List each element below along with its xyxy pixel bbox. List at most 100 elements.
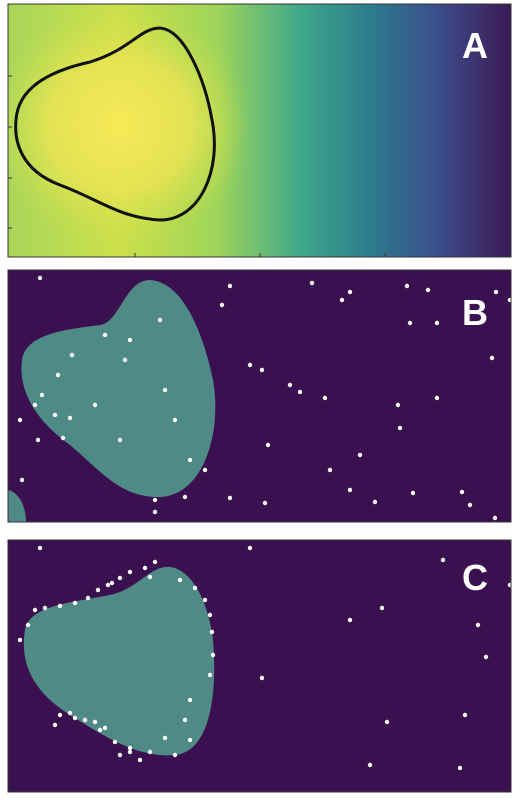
panel-c-label: C (462, 557, 488, 598)
point (397, 425, 403, 431)
point (322, 395, 328, 401)
point (52, 722, 58, 728)
point (192, 585, 198, 591)
point (297, 389, 303, 395)
point (187, 697, 193, 703)
panel-a: A (7, 3, 512, 258)
point (247, 545, 253, 551)
point (367, 762, 373, 768)
point (202, 597, 208, 603)
point (102, 725, 108, 731)
point (210, 652, 216, 658)
panel-a-label: A (462, 25, 488, 66)
point (475, 622, 481, 628)
point (457, 765, 463, 771)
point (127, 749, 133, 755)
point (395, 402, 401, 408)
point (467, 502, 473, 508)
point (347, 289, 353, 295)
point (357, 452, 363, 458)
point (434, 395, 440, 401)
point (459, 489, 465, 495)
point (492, 515, 498, 521)
point (105, 582, 111, 588)
point (32, 607, 38, 613)
panel-c-points (17, 545, 511, 771)
point (117, 575, 123, 581)
point (287, 382, 293, 388)
point (32, 402, 38, 408)
point (207, 612, 213, 618)
point (259, 367, 265, 373)
point (384, 719, 390, 725)
point (69, 352, 75, 358)
point (172, 752, 178, 758)
point (117, 437, 123, 443)
point (42, 605, 48, 611)
point (339, 297, 345, 303)
point (157, 317, 163, 323)
point (152, 497, 158, 503)
panel-a-hotspot (8, 5, 250, 245)
point (127, 569, 133, 575)
panel-b-points (17, 275, 511, 521)
point (72, 600, 78, 606)
point (147, 749, 153, 755)
point (25, 622, 31, 628)
point (82, 717, 88, 723)
point (85, 595, 91, 601)
panel-b-region (21, 280, 216, 498)
point (92, 719, 98, 725)
point (187, 457, 193, 463)
point (187, 737, 193, 743)
point (102, 332, 108, 338)
point (262, 500, 268, 506)
point (177, 577, 183, 583)
point (507, 582, 511, 588)
point (142, 565, 148, 571)
panel-c-frame (7, 539, 512, 793)
point (489, 355, 495, 361)
point (137, 757, 143, 763)
point (207, 672, 213, 678)
point (72, 715, 78, 721)
point (55, 372, 61, 378)
point (37, 275, 43, 281)
point (379, 605, 385, 611)
point (60, 435, 66, 441)
point (127, 745, 133, 751)
point (182, 717, 188, 723)
point (483, 654, 489, 660)
point (17, 637, 23, 643)
point (57, 712, 63, 718)
point (227, 495, 233, 501)
point (117, 752, 123, 758)
point (112, 739, 118, 745)
point (19, 477, 25, 483)
panel-c: C (7, 539, 512, 793)
point (17, 417, 23, 423)
point (440, 557, 446, 563)
panel-a-contour (14, 26, 216, 222)
point (493, 289, 499, 295)
panel-b-label: B (462, 292, 488, 333)
point (172, 417, 178, 423)
point (162, 387, 168, 393)
point (39, 392, 45, 398)
point (95, 587, 101, 593)
point (434, 320, 440, 326)
point (309, 280, 315, 286)
point (219, 302, 225, 308)
point (259, 675, 265, 681)
panel-b: B (7, 269, 512, 523)
point (347, 487, 353, 493)
panel-a-ticks (8, 75, 386, 257)
point (265, 442, 271, 448)
point (67, 415, 73, 421)
point (52, 412, 58, 418)
point (347, 617, 353, 623)
point (67, 710, 73, 716)
point (410, 490, 416, 496)
point (247, 362, 253, 368)
point (407, 320, 413, 326)
